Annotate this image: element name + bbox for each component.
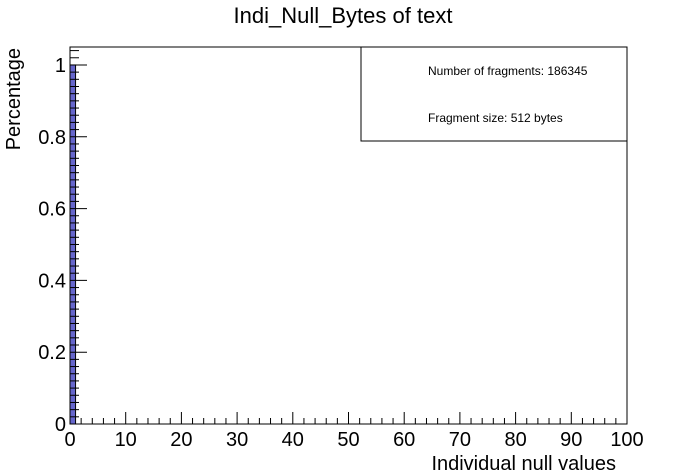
- stats-box-frame: [360, 46, 628, 142]
- stats-fragment-size: Fragment size: 512 bytes: [428, 111, 563, 125]
- x-tick-label: 100: [610, 429, 643, 451]
- y-axis-title: Percentage: [3, 48, 25, 150]
- x-tick-label: 70: [449, 429, 471, 451]
- y-axis-ticks: 0 0.2 0.4 0.6 0.8 1: [38, 50, 87, 436]
- y-tick-label: 0.4: [38, 270, 66, 292]
- x-tick-label: 80: [504, 429, 526, 451]
- x-axis-ticks: 0 10 20 30 40 50 60 70 80 90 100: [64, 412, 644, 451]
- x-axis-title: Individual null values: [431, 453, 616, 472]
- x-tick-label: 60: [393, 429, 415, 451]
- chart-title: Indi_Null_Bytes of text: [234, 3, 453, 28]
- y-tick-label: 1: [55, 55, 66, 77]
- y-tick-label: 0.6: [38, 199, 66, 221]
- y-tick-label: 0.8: [38, 127, 66, 149]
- stats-fragments: Number of fragments: 186345: [428, 64, 588, 78]
- x-tick-label: 30: [226, 429, 248, 451]
- x-tick-label: 20: [170, 429, 192, 451]
- x-tick-label: 40: [282, 429, 304, 451]
- x-tick-label: 90: [560, 429, 582, 451]
- y-tick-label: 0: [55, 414, 66, 436]
- stats-box: Number of fragments: 186345 Fragment siz…: [360, 46, 628, 142]
- x-tick-label: 0: [64, 429, 75, 451]
- y-tick-label: 0.2: [38, 342, 66, 364]
- x-tick-label: 50: [337, 429, 359, 451]
- x-tick-label: 10: [115, 429, 137, 451]
